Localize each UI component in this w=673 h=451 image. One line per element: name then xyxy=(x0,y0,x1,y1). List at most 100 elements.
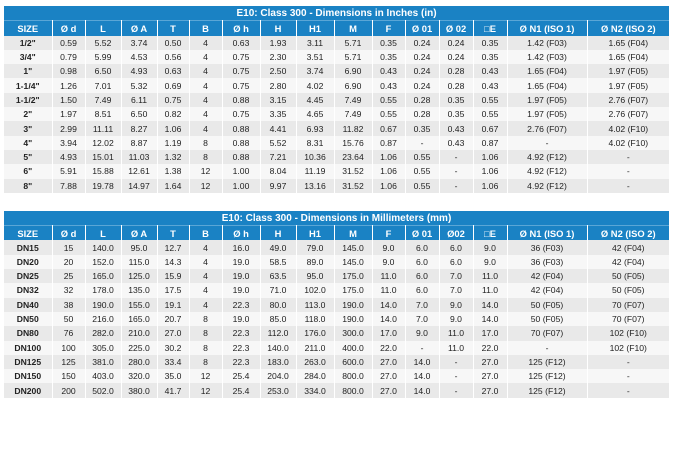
table-cell: 112.0 xyxy=(260,326,297,341)
table-cell: 225.0 xyxy=(121,340,158,355)
table-cell: 190.0 xyxy=(334,297,373,312)
table-cell: 95.0 xyxy=(121,240,158,255)
table-cell: 0.50 xyxy=(157,35,190,50)
table-cell: 11.0 xyxy=(473,283,508,298)
table-cell: 6.50 xyxy=(85,64,122,79)
table-cell: 1.19 xyxy=(157,135,190,150)
table-cell: 305.0 xyxy=(85,340,122,355)
table-cell: 165.0 xyxy=(85,269,122,284)
table-cell: 0.88 xyxy=(222,121,261,136)
column-header: Ø d xyxy=(52,20,86,36)
table-cell: 12 xyxy=(189,178,223,193)
table-cell: 6.90 xyxy=(334,64,373,79)
table-cell: 71.0 xyxy=(260,283,297,298)
table-cell: 0.24 xyxy=(405,49,440,65)
table-cell: 7.01 xyxy=(85,78,122,93)
table-cell: 36 (F03) xyxy=(507,254,588,270)
table-cell: 253.0 xyxy=(260,383,297,398)
table-cell: 1.64 xyxy=(157,178,190,193)
table-cell: 10.36 xyxy=(296,149,335,165)
column-header: Ø N2 (ISO 2) xyxy=(587,225,670,241)
table-cell: 6.0 xyxy=(405,240,440,255)
table-cell: 19.0 xyxy=(222,283,261,298)
table-cell: 7.88 xyxy=(52,178,86,193)
table-cell: 2.76 (F07) xyxy=(507,121,588,136)
table-cell: 1.00 xyxy=(222,164,261,179)
table-cell: 22.3 xyxy=(222,297,261,312)
table-gap xyxy=(4,193,669,211)
table-cell: 31.52 xyxy=(334,178,373,193)
table-cell: 11.0 xyxy=(473,269,508,284)
size-cell: 3" xyxy=(4,121,53,136)
table-cell: 102.0 xyxy=(296,283,335,298)
table-cell: 9.0 xyxy=(372,254,406,270)
table-cell: 4.65 xyxy=(296,107,335,122)
table-cell: 8.31 xyxy=(296,135,335,150)
table-cell: 125 xyxy=(52,354,86,370)
table-cell: 20 xyxy=(52,254,86,270)
size-cell: 3/4" xyxy=(4,49,53,65)
table-cell: 0.35 xyxy=(439,107,474,122)
table-cell: - xyxy=(439,178,474,193)
table-cell: 4.92 (F12) xyxy=(507,149,588,165)
column-header: SIZE xyxy=(4,225,53,241)
table-cell: 0.55 xyxy=(405,178,440,193)
table-cell: 1.42 (F03) xyxy=(507,35,588,50)
table-cell: 14.0 xyxy=(372,297,406,312)
table-cell: 4.02 (F10) xyxy=(587,135,670,150)
table-cell: 1.97 (F05) xyxy=(587,64,670,79)
table-cell: 1.06 xyxy=(372,149,406,165)
table-cell: 176.0 xyxy=(296,326,335,341)
table-cell: 35.0 xyxy=(157,369,190,384)
table-cell: 320.0 xyxy=(121,369,158,384)
table-cell: 9.0 xyxy=(473,240,508,255)
table-cell: 0.67 xyxy=(372,121,406,136)
size-cell: 6" xyxy=(4,164,53,179)
table-cell: 1.50 xyxy=(52,92,86,108)
inches-table-title: E10: Class 300 - Dimensions in Inches (i… xyxy=(4,6,670,21)
column-header: B xyxy=(189,225,223,241)
inches-table: E10: Class 300 - Dimensions in Inches (i… xyxy=(4,6,670,193)
table-cell: 1.06 xyxy=(473,149,508,165)
table-cell: 12.7 xyxy=(157,240,190,255)
table-cell: 140.0 xyxy=(85,240,122,255)
table-cell: 0.75 xyxy=(222,49,261,65)
column-header: M xyxy=(334,20,373,36)
table-cell: 15.76 xyxy=(334,135,373,150)
table-cell: 89.0 xyxy=(296,254,335,270)
table-row: DN20 20 152.0 115.0 14.3 4 19.0 58.5 89.0 145.0 9.… xyxy=(4,254,670,270)
table-cell: 8.04 xyxy=(260,164,297,179)
table-cell: 145.0 xyxy=(334,240,373,255)
column-header: F xyxy=(372,20,406,36)
table-row: DN32 32 178.0 135.0 17.5 4 19.0 71.0 102.0 175.0 1… xyxy=(4,283,670,298)
table-cell: 42 (F04) xyxy=(507,269,588,284)
table-cell: 6.0 xyxy=(405,283,440,298)
table-cell: 0.63 xyxy=(222,35,261,50)
table-cell: 0.79 xyxy=(52,49,86,65)
table-cell: 9.0 xyxy=(439,311,474,327)
size-cell: 4" xyxy=(4,135,53,150)
column-header: □E xyxy=(473,225,508,241)
table-title-row: E10: Class 300 - Dimensions in Millimete… xyxy=(4,210,670,226)
column-header: Ø A xyxy=(121,225,158,241)
table-cell: 1.65 (F04) xyxy=(507,64,588,79)
table-cell: 31.52 xyxy=(334,164,373,179)
size-cell: DN50 xyxy=(4,311,53,327)
table-cell: 19.0 xyxy=(222,254,261,270)
table-cell: 50 (F05) xyxy=(507,311,588,327)
size-cell: DN40 xyxy=(4,297,53,312)
table-cell: - xyxy=(507,135,588,150)
table-cell: 0.28 xyxy=(405,107,440,122)
millimeters-table: E10: Class 300 - Dimensions in Millimete… xyxy=(4,210,670,398)
table-row: DN125 125 381.0 280.0 33.4 8 22.3 183.0 263.0 600… xyxy=(4,354,670,370)
table-cell: 0.55 xyxy=(473,92,508,108)
table-cell: - xyxy=(587,149,670,165)
table-cell: 4 xyxy=(189,35,223,50)
table-cell: 11.0 xyxy=(439,340,474,355)
table-cell: 4 xyxy=(189,107,223,122)
table-cell: 36 (F03) xyxy=(507,240,588,255)
table-cell: 1.93 xyxy=(260,35,297,50)
table-cell: 4 xyxy=(189,254,223,270)
table-cell: 4.02 (F10) xyxy=(587,121,670,136)
